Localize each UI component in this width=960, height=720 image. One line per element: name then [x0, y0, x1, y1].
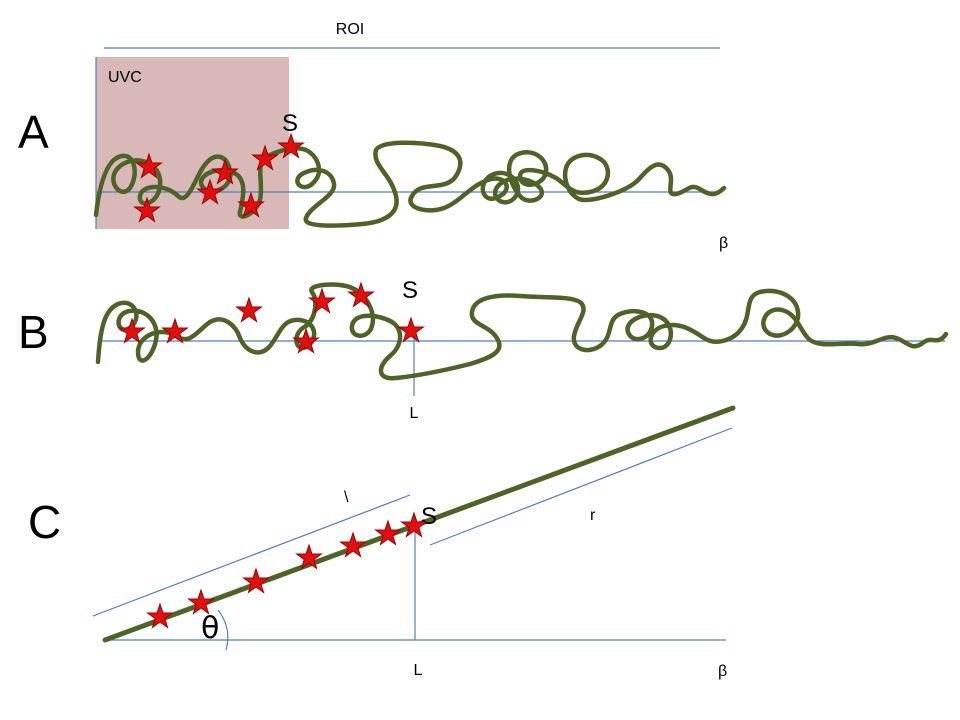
theta-label: θ — [201, 611, 219, 646]
lower-parallel-line — [429, 427, 733, 546]
panel-c-l-label: L — [414, 662, 423, 679]
star-marker — [308, 287, 336, 314]
star-marker — [400, 511, 428, 538]
star-marker — [196, 178, 224, 205]
star-marker — [339, 531, 367, 558]
star-marker — [135, 152, 163, 179]
uvc-label: UVC — [108, 69, 142, 86]
theta-arc — [217, 609, 229, 651]
panel-c-beta-label: β — [718, 663, 727, 680]
star-marker — [295, 543, 323, 570]
star-marker — [187, 588, 215, 615]
star-marker — [277, 132, 305, 159]
panel-a-stars — [133, 132, 305, 223]
panel-b-l-label: L — [410, 405, 419, 422]
panel-b-stars — [118, 281, 425, 354]
upper-parallel-line — [92, 494, 411, 617]
star-marker — [237, 191, 265, 218]
backslash-label: \ — [344, 489, 349, 506]
star-marker — [374, 519, 402, 546]
star-marker — [118, 317, 146, 344]
star-marker — [133, 196, 161, 223]
roi-label: ROI — [336, 21, 364, 38]
panel-b-s-label: S — [402, 277, 418, 304]
star-marker — [161, 317, 189, 344]
panel-a-beta-label: β — [719, 235, 728, 252]
panel-a-s-label: S — [282, 110, 298, 137]
uvc-region — [96, 57, 289, 229]
panel-a-letter: A — [18, 106, 49, 158]
panel-c-s-label: S — [421, 503, 437, 530]
star-marker — [235, 296, 263, 323]
star-marker — [397, 316, 425, 343]
panel-c-letter: C — [28, 496, 61, 548]
panel-c-stars — [146, 511, 428, 629]
star-marker — [292, 327, 320, 354]
star-marker — [242, 567, 270, 594]
star-marker — [347, 281, 375, 308]
star-marker — [211, 158, 239, 185]
r-label: r — [590, 507, 596, 524]
panel-a-chain — [93, 140, 727, 228]
star-marker — [251, 144, 279, 171]
panel-b-letter: B — [18, 306, 49, 358]
panel-b-chain — [95, 282, 949, 381]
star-marker — [146, 602, 174, 629]
